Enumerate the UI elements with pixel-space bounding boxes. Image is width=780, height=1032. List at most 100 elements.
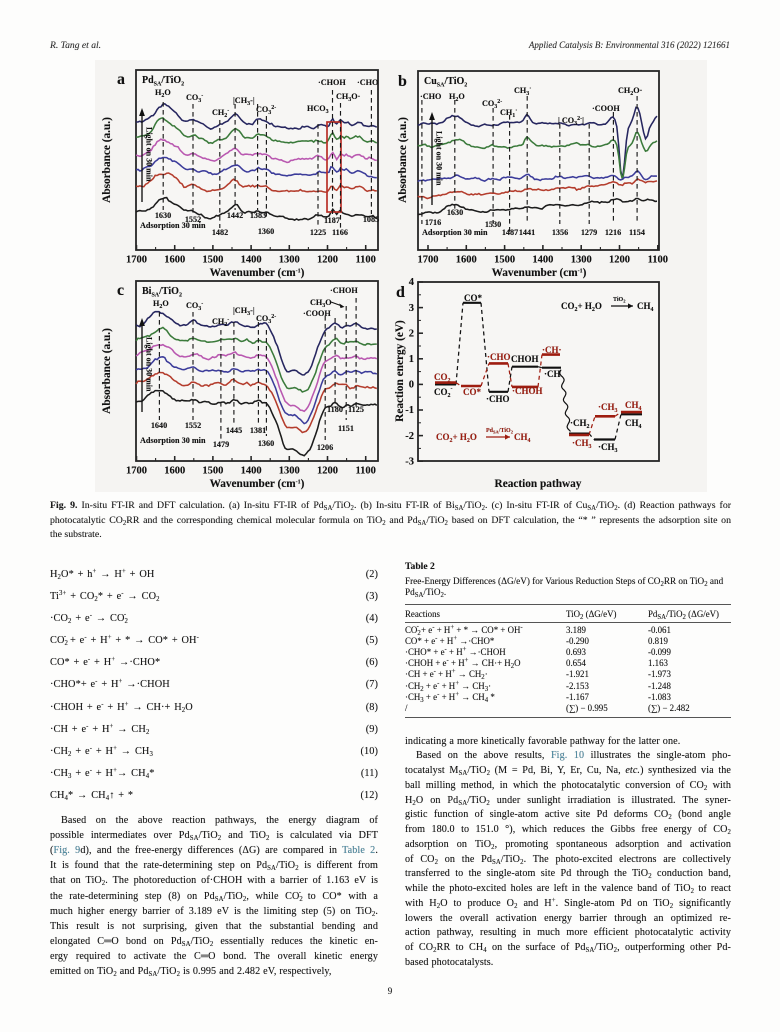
svg-text:1085: 1085 — [363, 215, 379, 224]
svg-text:0: 0 — [409, 380, 414, 391]
svg-text:CO*: CO* — [464, 293, 483, 303]
svg-text:1200: 1200 — [609, 255, 630, 266]
svg-text:CHOH: CHOH — [511, 354, 539, 364]
svg-text:Light on 30 min: Light on 30 min — [435, 131, 444, 186]
svg-text:1100: 1100 — [648, 255, 668, 266]
svg-text:Adsorption 30 min: Adsorption 30 min — [140, 221, 206, 230]
svg-text:1600: 1600 — [164, 255, 185, 266]
svg-text:HCO3: HCO3 — [307, 104, 329, 115]
svg-text:1125: 1125 — [348, 405, 364, 414]
svg-text:·CH·: ·CH· — [542, 345, 562, 355]
svg-text:BiSA/TiO2: BiSA/TiO2 — [142, 286, 182, 299]
svg-text:·CHO: ·CHO — [357, 78, 378, 87]
svg-text:1216: 1216 — [605, 228, 621, 237]
svg-text:-2: -2 — [405, 431, 414, 442]
svg-text:Absorbance (a.u.): Absorbance (a.u.) — [101, 117, 113, 203]
svg-text:c: c — [117, 282, 124, 299]
svg-text:d: d — [396, 284, 405, 301]
svg-text:·CH: ·CH — [544, 369, 561, 379]
svg-text:CO3-: CO3- — [186, 93, 203, 104]
svg-text:CH2O·: CH2O· — [618, 86, 643, 97]
svg-text:1300: 1300 — [279, 255, 300, 266]
svg-text:-1: -1 — [405, 405, 414, 416]
svg-text:CH4: CH4 — [625, 400, 642, 412]
svg-text:Light on 30 min: Light on 30 min — [145, 337, 154, 392]
svg-text:CH4: CH4 — [625, 418, 642, 430]
svg-text:2: 2 — [409, 328, 414, 339]
svg-text:CH2-: CH2- — [212, 108, 229, 119]
svg-text:4: 4 — [409, 277, 415, 288]
svg-text:1400: 1400 — [532, 255, 553, 266]
svg-text:·COOH: ·COOH — [592, 104, 620, 113]
svg-text:Reaction energy (eV): Reaction energy (eV) — [394, 320, 406, 422]
svg-text:CH4: CH4 — [637, 301, 654, 313]
svg-text:CH3O: CH3O — [310, 298, 332, 309]
svg-text:CO32-: CO32- — [482, 99, 502, 110]
svg-text:CO2: CO2 — [434, 372, 451, 384]
svg-text:1356: 1356 — [552, 228, 568, 237]
svg-text:1381: 1381 — [250, 426, 266, 435]
svg-text:1180: 1180 — [327, 405, 343, 414]
svg-text:1100: 1100 — [355, 466, 375, 477]
svg-text:·CHOH: ·CHOH — [318, 78, 346, 87]
svg-text:1600: 1600 — [456, 255, 477, 266]
svg-text:Adsorption 30 min: Adsorption 30 min — [422, 228, 488, 237]
svg-text:1700: 1700 — [126, 466, 147, 477]
svg-text:1487: 1487 — [502, 228, 518, 237]
svg-text:CO32-: CO32- — [256, 105, 276, 116]
svg-text:1600: 1600 — [164, 466, 185, 477]
svg-text:1206: 1206 — [317, 443, 333, 452]
svg-text:1166: 1166 — [332, 228, 348, 237]
svg-text:1630: 1630 — [447, 208, 463, 217]
svg-text:CO2+ H2O: CO2+ H2O — [561, 301, 602, 313]
svg-text:1500: 1500 — [494, 255, 515, 266]
svg-text:1151: 1151 — [338, 424, 354, 433]
svg-text:Wavenumber (cm-1): Wavenumber (cm-1) — [210, 478, 305, 490]
svg-text:·CHO: ·CHO — [487, 352, 511, 362]
svg-text:1200: 1200 — [317, 466, 338, 477]
svg-text:|CH3-|: |CH3-| — [233, 96, 255, 107]
svg-text:1442: 1442 — [227, 211, 243, 220]
svg-text:1400: 1400 — [241, 255, 262, 266]
svg-text:·CH3: ·CH3 — [598, 442, 618, 454]
svg-text:PdSA/TiO2: PdSA/TiO2 — [142, 75, 184, 88]
svg-text:·CHO: ·CHO — [420, 92, 441, 101]
svg-text:Absorbance (a.u.): Absorbance (a.u.) — [397, 117, 409, 203]
svg-text:b: b — [398, 73, 407, 90]
svg-text:1383: 1383 — [250, 211, 266, 220]
svg-text:3: 3 — [409, 303, 414, 314]
svg-text:1552: 1552 — [185, 215, 201, 224]
svg-text:1360: 1360 — [258, 439, 274, 448]
svg-text:·COOH: ·COOH — [303, 309, 331, 318]
svg-text:CH1·: CH1· — [500, 108, 517, 119]
svg-text:CH3O·: CH3O· — [336, 92, 361, 103]
svg-text:H2O: H2O — [449, 92, 465, 103]
svg-text:·CH3: ·CH3 — [572, 438, 592, 450]
svg-text:|CH3-|: |CH3-| — [233, 306, 255, 317]
svg-text:1: 1 — [409, 354, 414, 365]
svg-text:1700: 1700 — [126, 255, 147, 266]
svg-text:| CO32-|: | CO32-| — [558, 116, 584, 127]
svg-text:·CHO: ·CHO — [486, 394, 510, 404]
svg-text:1500: 1500 — [202, 466, 223, 477]
svg-text:1400: 1400 — [241, 466, 262, 477]
svg-text:1500: 1500 — [202, 255, 223, 266]
svg-text:1445: 1445 — [226, 426, 242, 435]
svg-text:H2O: H2O — [153, 299, 169, 310]
svg-text:·CH2: ·CH2 — [570, 418, 590, 430]
svg-text:Adsorption 30 min: Adsorption 30 min — [140, 436, 206, 445]
svg-text:1225: 1225 — [310, 228, 326, 237]
svg-text:PdSA/TiO2: PdSA/TiO2 — [486, 428, 514, 435]
svg-text:CH2-: CH2- — [212, 317, 229, 328]
svg-text:1200: 1200 — [317, 255, 338, 266]
svg-text:·CHOH: ·CHOH — [512, 386, 543, 396]
svg-text:1530: 1530 — [485, 220, 501, 229]
svg-text:1482: 1482 — [212, 228, 228, 237]
svg-text:H2O: H2O — [155, 88, 171, 99]
svg-text:CO3-: CO3- — [186, 301, 203, 312]
svg-text:1640: 1640 — [151, 421, 167, 430]
svg-text:Light on 30 min: Light on 30 min — [145, 127, 154, 182]
svg-text:1716: 1716 — [425, 218, 441, 227]
svg-text:1479: 1479 — [213, 440, 229, 449]
svg-text:1552: 1552 — [185, 421, 201, 430]
